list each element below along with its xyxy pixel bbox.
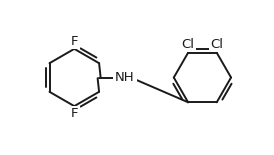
Text: Cl: Cl bbox=[210, 38, 223, 51]
Text: NH: NH bbox=[115, 71, 135, 84]
Text: F: F bbox=[70, 107, 78, 120]
Text: Cl: Cl bbox=[182, 38, 195, 51]
Text: F: F bbox=[70, 35, 78, 48]
